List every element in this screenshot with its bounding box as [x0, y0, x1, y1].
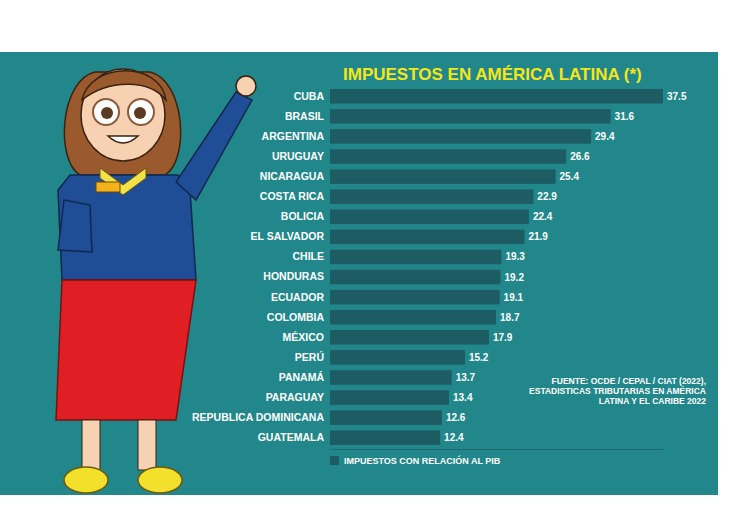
tick: HONDURAS [263, 270, 330, 282]
data-label: 13.4 [453, 392, 473, 403]
bar [330, 330, 489, 344]
data-label: 25.4 [560, 171, 580, 182]
tick: CHILE [293, 250, 331, 262]
tick-label: HONDURAS [263, 270, 324, 282]
tick-label: COLOMBIA [267, 311, 325, 323]
shoe-right [138, 467, 182, 493]
tick: URUGUAY [272, 150, 330, 162]
bar [330, 390, 449, 404]
bar [330, 370, 452, 384]
eye-left [101, 107, 113, 119]
badge [96, 182, 120, 192]
smile [108, 136, 138, 143]
legend-label: IMPUESTOS CON RELACIÓN AL PIB [344, 455, 501, 466]
eye-right [134, 107, 146, 119]
data-label: 19.2 [504, 272, 524, 283]
tick: MÉXICO [283, 331, 330, 343]
title: IMPUESTOS EN AMÉRICA LATINA (*) [343, 65, 642, 84]
tick-label: REPUBLICA DOMINICANA [192, 411, 324, 423]
data-label: 19.1 [504, 292, 524, 303]
data-label: 13.7 [456, 372, 476, 383]
illustration [56, 69, 256, 493]
fringe [82, 71, 166, 100]
tick-label: URUGUAY [272, 150, 324, 162]
tick-label: COSTA RICA [260, 190, 325, 202]
tick: BOLICIA [281, 210, 330, 222]
skirt [56, 280, 196, 420]
tick-label: CUBA [294, 90, 325, 102]
tick: REPUBLICA DOMINICANA [192, 411, 330, 423]
bar [330, 89, 663, 103]
data-label: 12.6 [446, 412, 466, 423]
data-label: 21.9 [528, 231, 548, 242]
bar [330, 310, 496, 324]
data-label: 29.4 [595, 131, 615, 142]
tick: ARGENTINA [262, 130, 330, 142]
bar [330, 410, 442, 424]
tick: BRASIL [285, 110, 330, 122]
hand [236, 76, 256, 96]
tick: NICARAGUA [260, 170, 330, 182]
tick-label: EL SALVADOR [250, 230, 324, 242]
x-axis [331, 449, 664, 450]
leg-right [138, 420, 156, 470]
bar [330, 189, 533, 203]
tick-label: BOLICIA [281, 210, 325, 222]
data-label: 19.3 [505, 251, 525, 262]
bar [330, 210, 529, 224]
tick-label: PERÚ [295, 351, 324, 363]
bar [330, 431, 440, 445]
bar [330, 109, 611, 123]
legend-swatch [330, 456, 339, 465]
bar [330, 270, 500, 284]
shoe-left [64, 467, 108, 493]
tick-label: PARAGUAY [266, 391, 324, 403]
data-label: 12.4 [444, 432, 464, 443]
panel [0, 52, 718, 495]
bar [330, 290, 500, 304]
data-label: 31.6 [615, 111, 635, 122]
glass-right [128, 99, 154, 125]
tick-label: GUATEMALA [258, 431, 325, 443]
tick: COSTA RICA [260, 190, 330, 202]
tick: PARAGUAY [266, 391, 330, 403]
face [81, 69, 165, 161]
bar [330, 149, 566, 163]
tick-label: BRASIL [285, 110, 325, 122]
bar [330, 230, 524, 244]
tick: PERÚ [295, 351, 330, 363]
chart: IMPUESTOS EN AMÉRICA LATINA (*) CUBA BRASI… [0, 0, 733, 527]
tick: ECUADOR [271, 290, 330, 302]
tick: CUBA [294, 90, 330, 102]
bar [330, 169, 556, 183]
axis-line [331, 449, 664, 450]
data-label: 17.9 [493, 332, 513, 343]
legend: IMPUESTOS CON RELACIÓN AL PIB [330, 455, 501, 466]
bar [330, 350, 465, 364]
tick-label: NICARAGUA [260, 170, 325, 182]
tick: PANAMÁ [279, 371, 330, 383]
tick: EL SALVADOR [250, 230, 330, 242]
data-label: 18.7 [500, 312, 520, 323]
tick-label: ARGENTINA [262, 130, 325, 142]
tick: GUATEMALA [258, 431, 330, 443]
tick-label: CHILE [293, 250, 325, 262]
arm [176, 92, 252, 200]
data-label: 15.2 [469, 352, 489, 363]
arm-left [58, 200, 92, 252]
tick-label: ECUADOR [271, 290, 325, 302]
bar [330, 129, 591, 143]
bar [330, 250, 501, 264]
leg-left [82, 420, 100, 470]
tick-label: PANAMÁ [279, 371, 325, 383]
source-note: FUENTE: OCDE / CEPAL / CIAT (2022),ESTAD… [529, 376, 706, 406]
tick-label: MÉXICO [283, 331, 324, 343]
glass-left [93, 99, 119, 125]
data-label: 22.9 [537, 191, 557, 202]
data-label: 37.5 [667, 91, 687, 102]
data-label: 22.4 [533, 211, 553, 222]
y-axis: CUBA BRASIL ARGENTINA URUGUAY NICARAGUA COSTA… [192, 90, 330, 444]
tick: COLOMBIA [267, 311, 330, 323]
data-label: 26.6 [570, 151, 590, 162]
